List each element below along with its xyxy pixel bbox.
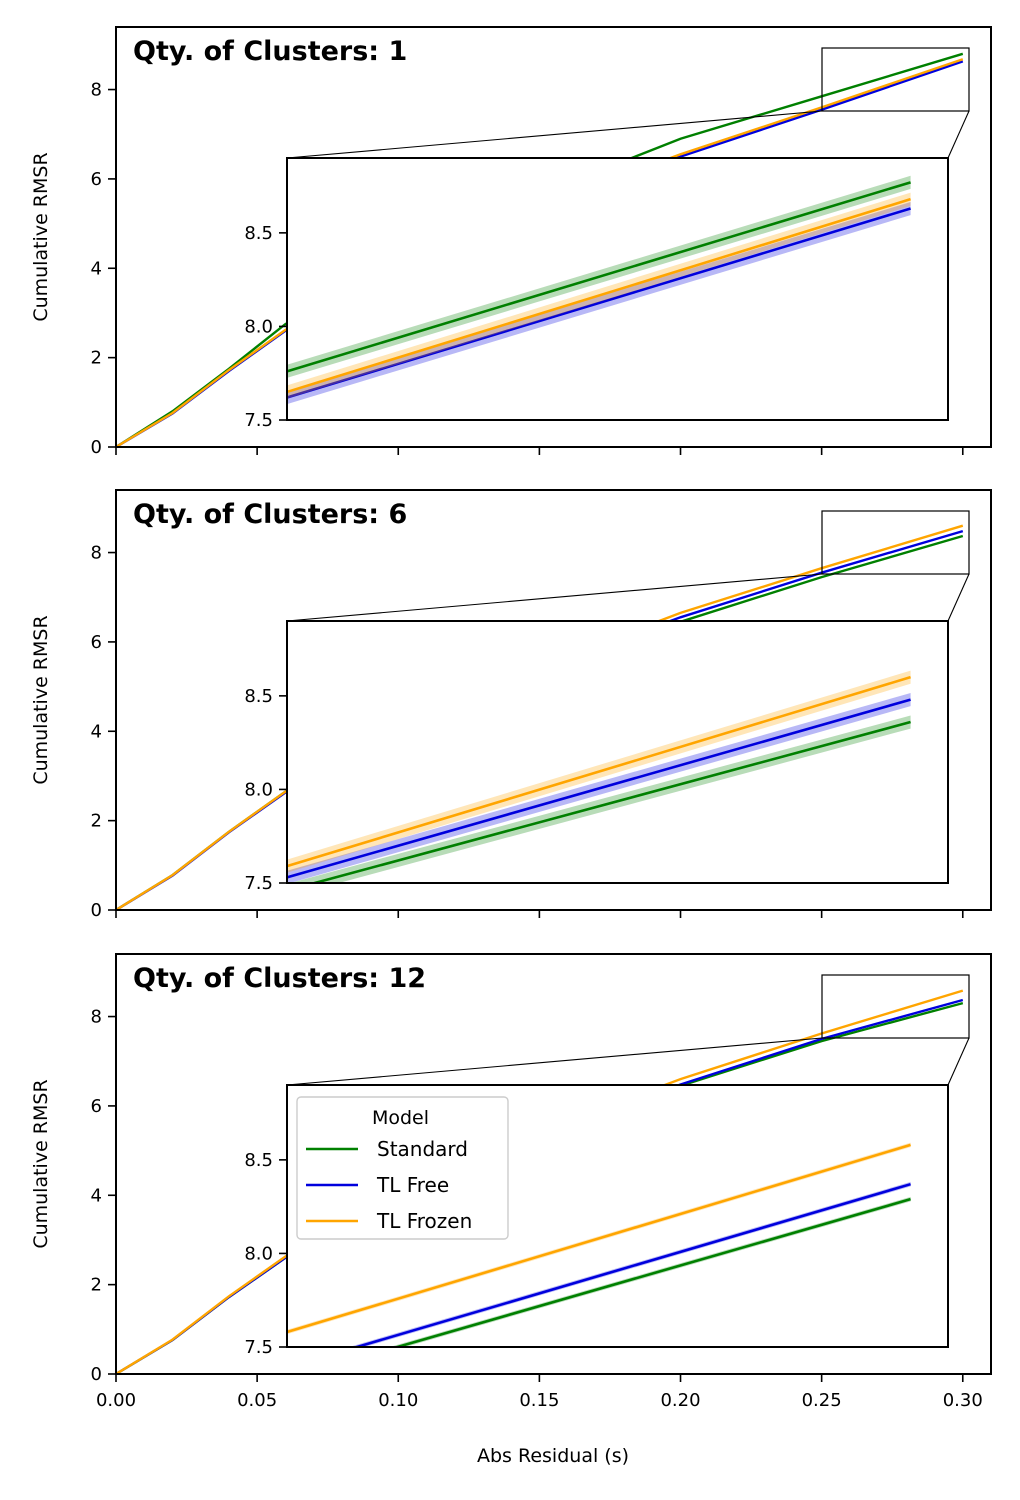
x-tick-label: 0.10	[378, 1390, 418, 1411]
inset-frame	[286, 620, 949, 884]
inset-y-tick-label: 7.5	[244, 873, 273, 894]
plot-frame	[115, 26, 992, 448]
legend-label-standard: Standard	[377, 1137, 468, 1161]
inset-y-tick-label: 8.5	[244, 686, 273, 707]
y-axis-label: Cumulative RMSR	[30, 152, 52, 321]
x-tick-label: 0.20	[660, 1390, 700, 1411]
inset-series-line-tl-frozen	[287, 197, 911, 394]
zoom-connector-line	[286, 573, 823, 622]
inset-series-line-tl-free	[287, 698, 911, 879]
y-tick-label: 0	[91, 1364, 102, 1385]
inset-series-line-tl-frozen	[287, 1143, 911, 1334]
y-tick-label: 2	[91, 1275, 102, 1296]
zoom-connector-line	[947, 110, 970, 159]
plot-frame	[115, 489, 992, 911]
inset-series-line-standard	[309, 720, 911, 883]
chart-panel-1: 0 2 4 6 8 Cumulative RMSR Qty. of Clusters: 1 7…	[30, 26, 992, 458]
x-tick-label: 0.00	[96, 1390, 136, 1411]
inset-series-line-tl-free	[287, 207, 911, 399]
y-tick-label: 0	[91, 900, 102, 921]
inset-y-tick-label: 7.5	[244, 1337, 273, 1358]
y-tick-label: 4	[91, 721, 102, 742]
legend-label-tl-free: TL Free	[376, 1173, 449, 1197]
inset-y-tick-label: 8.0	[244, 1243, 273, 1264]
zoom-region-box	[821, 510, 970, 575]
inset-y-tick-label: 8.0	[244, 779, 273, 800]
y-axis-label: Cumulative RMSR	[30, 615, 52, 784]
zoom-region-box	[821, 47, 970, 112]
y-tick-label: 8	[91, 1007, 102, 1028]
inset-series-line-standard	[287, 181, 911, 373]
panel-title: Qty. of Clusters: 6	[133, 499, 407, 530]
y-tick-label: 2	[91, 811, 102, 832]
zoom-region-box	[821, 974, 970, 1039]
inset-background	[287, 621, 948, 883]
inset-series-line-tl-free	[352, 1182, 911, 1347]
y-tick-label: 8	[91, 543, 102, 564]
y-tick-label: 4	[91, 258, 102, 279]
inset-series-line-tl-frozen	[287, 675, 911, 868]
legend-label-tl-frozen: TL Frozen	[376, 1209, 472, 1233]
chart-panel-2: 0 2 4 6 8 Cumulative RMSR Qty. of Clusters: 6 7…	[30, 489, 992, 921]
y-tick-label: 6	[91, 169, 102, 190]
inset-confidence-band-tl-free	[349, 1181, 911, 1347]
x-axis-label: Abs Residual (s)	[477, 1445, 629, 1467]
y-tick-label: 2	[91, 348, 102, 369]
y-tick-label: 6	[91, 1096, 102, 1117]
x-tick-label: 0.25	[802, 1390, 842, 1411]
y-tick-label: 0	[91, 437, 102, 458]
inset-confidence-band-standard	[290, 715, 911, 883]
inset-plot	[287, 1142, 911, 1347]
y-tick-label: 6	[91, 632, 102, 653]
panel-title: Qty. of Clusters: 12	[133, 963, 426, 994]
x-tick-label: 0.05	[237, 1390, 277, 1411]
zoom-connector-line	[286, 110, 823, 159]
y-tick-label: 8	[91, 80, 102, 101]
inset-y-tick-label: 8.5	[244, 1150, 273, 1171]
y-tick-label: 4	[91, 1185, 102, 1206]
inset-plot	[287, 670, 911, 883]
inset-y-tick-label: 8.0	[244, 316, 273, 337]
plot-frame	[115, 953, 992, 1375]
zoom-connector-line	[947, 573, 970, 622]
inset-series-line-standard	[392, 1197, 911, 1347]
panel-title: Qty. of Clusters: 1	[133, 36, 407, 67]
inset-y-tick-label: 8.5	[244, 223, 273, 244]
y-axis-label: Cumulative RMSR	[30, 1079, 52, 1248]
legend-title: Model	[372, 1107, 429, 1129]
inset-confidence-band-standard	[389, 1196, 911, 1347]
panels-group: 0 2 4 6 8 Cumulative RMSR Qty. of Clusters: 1 7…	[30, 26, 992, 1411]
legend: Model Standard TL Free TL Frozen	[296, 1096, 509, 1240]
zoom-connector-line	[947, 1037, 970, 1086]
chart-panel-3: 0 2 4 6 8 0.00 0.05 0.10 0.15 0.20 0.25 0.30 Cumulat…	[30, 953, 992, 1411]
legend-box	[296, 1096, 509, 1240]
inset-plot	[287, 175, 911, 405]
x-tick-label: 0.15	[519, 1390, 559, 1411]
inset-y-tick-label: 7.5	[244, 410, 273, 431]
inset-frame	[286, 157, 949, 421]
inset-frame	[286, 1084, 949, 1348]
zoom-connector-line	[286, 1037, 823, 1086]
x-tick-label: 0.30	[943, 1390, 983, 1411]
